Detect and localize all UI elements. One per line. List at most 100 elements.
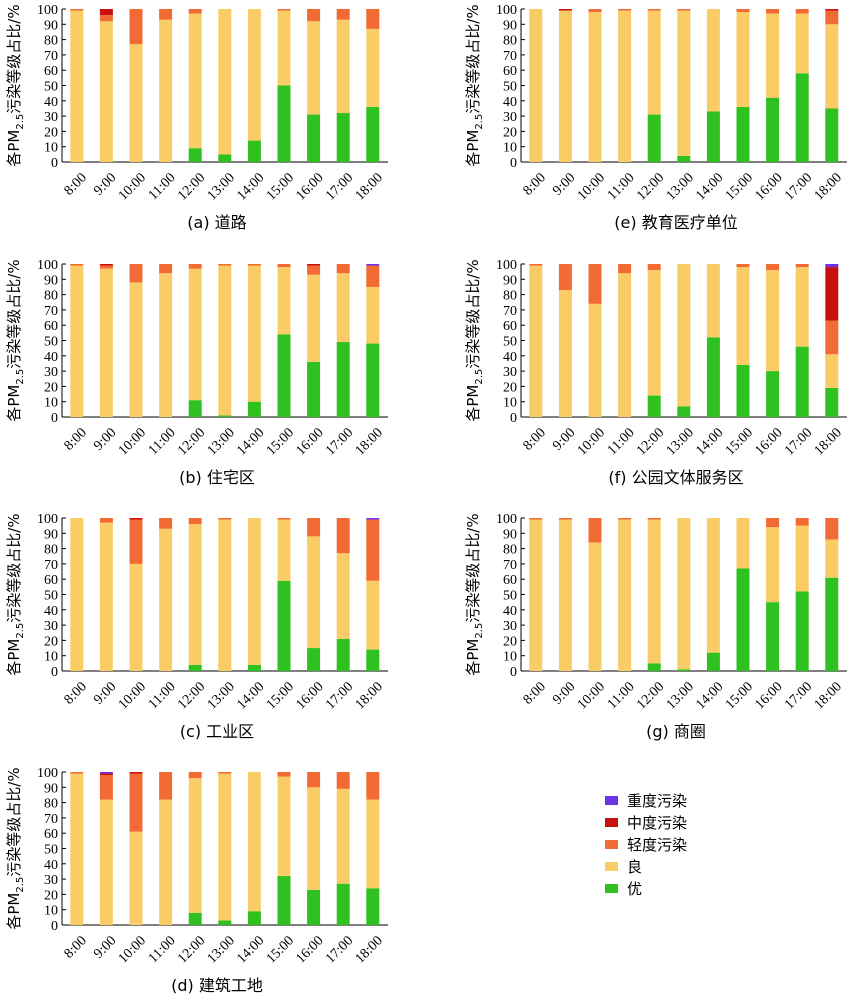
legend-item-good: 良	[605, 856, 765, 878]
y-tick-label: 80	[503, 34, 517, 49]
bar-segment	[99, 772, 113, 774]
y-tick-label: 100	[37, 3, 58, 18]
x-tick-label: 15:00	[264, 933, 297, 966]
bar-segment	[99, 265, 113, 269]
y-tick-label: 70	[44, 49, 58, 64]
bar-segment	[336, 113, 350, 162]
x-tick-label: 17:00	[782, 170, 815, 203]
bar-segment	[188, 778, 202, 913]
bar-segment	[129, 44, 143, 162]
bar-segment	[307, 889, 321, 925]
bar-segment	[277, 518, 291, 520]
bar-segment	[825, 577, 839, 671]
panel-caption: (b) 住宅区	[179, 468, 255, 487]
bar-segment	[307, 772, 321, 788]
bar-segment	[677, 669, 691, 671]
bar-segment	[188, 664, 202, 671]
y-tick-label: 40	[503, 604, 517, 619]
x-tick-label: 17:00	[323, 170, 356, 203]
y-tick-label: 30	[503, 619, 517, 634]
y-tick-label: 60	[44, 573, 58, 588]
y-tick-label: 80	[503, 289, 517, 304]
bar-segment	[736, 9, 750, 13]
x-tick-label: 14:00	[234, 679, 267, 712]
x-tick-label: 15:00	[723, 425, 756, 458]
bar-segment	[307, 265, 321, 275]
y-tick-label: 40	[44, 95, 58, 110]
bar-segment	[277, 776, 291, 877]
bar-segment	[159, 772, 173, 800]
y-tick-label: 60	[44, 319, 58, 334]
bar-segment	[218, 772, 232, 774]
y-tick-label: 60	[503, 573, 517, 588]
x-tick-label: 9:00	[550, 679, 578, 707]
x-tick-label: 15:00	[723, 170, 756, 203]
bar-segment	[706, 264, 720, 338]
bar-segment	[366, 888, 380, 925]
bar-segment	[766, 13, 780, 98]
y-tick-label: 20	[44, 888, 58, 903]
bar-segment	[766, 371, 780, 417]
x-tick-label: 16:00	[293, 170, 326, 203]
legend: 重度污染 中度污染 轻度污染 良 优	[605, 790, 765, 900]
bar-segment	[366, 286, 380, 344]
x-tick-label: 14:00	[693, 679, 726, 712]
y-tick-label: 70	[503, 49, 517, 64]
bar-segment	[159, 273, 173, 417]
bar-segment	[366, 343, 380, 417]
y-tick-label: 80	[503, 543, 517, 558]
bar-segment	[159, 528, 173, 671]
bar-segment	[218, 264, 232, 266]
bar-segment	[647, 114, 661, 162]
bar-segment	[247, 140, 261, 162]
bar-segment	[188, 772, 202, 779]
x-tick-label: 16:00	[293, 425, 326, 458]
y-axis-label: 各PM2.5污染等级占比/%	[5, 513, 26, 675]
bar-segment	[99, 775, 113, 800]
y-tick-label: 10	[44, 650, 58, 665]
bar-segment	[588, 542, 602, 671]
bar-segment	[736, 12, 750, 107]
bar-segment	[529, 264, 543, 266]
bar-segment	[677, 264, 691, 407]
bar-segment	[529, 265, 543, 417]
y-tick-label: 60	[503, 64, 517, 79]
bar-segment	[99, 9, 113, 16]
bar-segment	[706, 518, 720, 653]
x-tick-label: 10:00	[575, 679, 608, 712]
bar-segment	[159, 264, 173, 274]
legend-label-light: 轻度污染	[627, 836, 688, 854]
bar-segment	[647, 518, 661, 520]
y-tick-label: 0	[51, 411, 58, 426]
bar-segment	[618, 264, 632, 274]
bar-segment	[218, 9, 232, 155]
x-tick-label: 17:00	[782, 679, 815, 712]
bar-segment	[277, 876, 291, 925]
y-tick-label: 0	[510, 156, 517, 171]
bar-segment	[247, 401, 261, 417]
bar-segment	[277, 519, 291, 581]
x-tick-label: 18:00	[812, 679, 845, 712]
bar-segment	[618, 518, 632, 520]
bar-segment	[558, 519, 572, 671]
bar-segment	[336, 19, 350, 114]
x-tick-label: 17:00	[323, 679, 356, 712]
bar-segment	[795, 73, 809, 162]
x-tick-label: 17:00	[323, 425, 356, 458]
bar-segment	[336, 518, 350, 554]
y-tick-label: 30	[44, 619, 58, 634]
bar-segment	[825, 108, 839, 162]
y-tick-label: 70	[503, 304, 517, 319]
bar-segment	[159, 799, 173, 925]
bar-segment	[247, 518, 261, 665]
x-tick-label: 13:00	[664, 425, 697, 458]
y-tick-label: 10	[44, 141, 58, 156]
legend-item-excellent: 优	[605, 878, 765, 900]
y-axis-label: 各PM2.5污染等级占比/%	[5, 4, 26, 166]
y-tick-label: 40	[44, 604, 58, 619]
legend-label-moderate: 中度污染	[627, 814, 688, 832]
bar-segment	[307, 9, 321, 22]
bar-segment	[558, 10, 572, 163]
bar-segment	[588, 9, 602, 13]
